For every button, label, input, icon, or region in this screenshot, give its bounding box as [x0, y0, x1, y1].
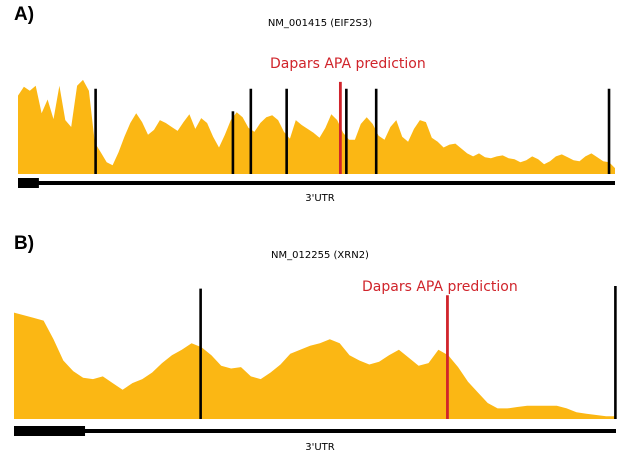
panel-a-coverage-track [18, 79, 615, 174]
panel-a-gene-title: NM_001415 (EIF2S3) [267, 18, 373, 29]
coverage-area [18, 79, 615, 174]
panel-b-coverage-track [14, 286, 617, 419]
panel-b-utr-label: 3'UTR [305, 442, 335, 453]
panel-a-prediction-label: Dapars APA prediction [270, 56, 426, 72]
cds-block [18, 178, 39, 188]
panel-b-label: B) [14, 233, 35, 254]
utr-line [18, 181, 615, 185]
panel-a-label: A) [14, 4, 35, 25]
coverage-area [14, 312, 616, 419]
panel-a-utr-label: 3'UTR [305, 193, 335, 204]
panel-a-gene-model [18, 178, 615, 188]
panel-b-prediction-label: Dapars APA prediction [362, 279, 518, 295]
panel-b-gene-title: NM_012255 (XRN2) [271, 250, 369, 261]
panel-b-gene-model [14, 426, 616, 436]
utr-line [14, 429, 616, 433]
cds-block [14, 426, 86, 436]
